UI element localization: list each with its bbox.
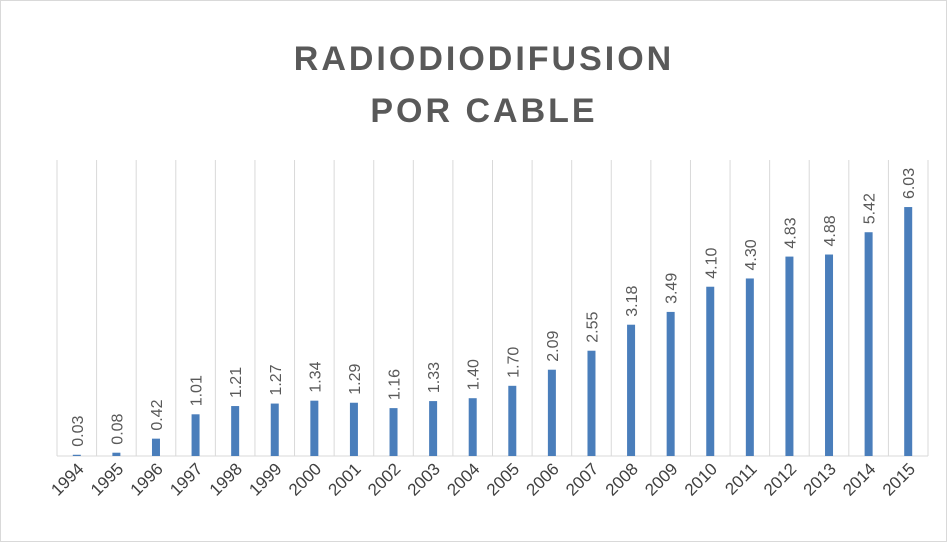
bar	[270, 403, 279, 456]
bar	[587, 350, 596, 456]
data-label: 1.16	[387, 369, 404, 400]
data-label: 1.29	[347, 363, 364, 394]
bar	[349, 402, 358, 456]
data-label: 4.10	[703, 247, 720, 278]
data-label: 4.83	[782, 217, 799, 248]
data-label: 1.21	[228, 367, 245, 398]
data-label: 4.88	[822, 215, 839, 246]
data-label: 3.49	[664, 273, 681, 304]
data-label: 5.42	[862, 193, 879, 224]
data-label: 0.08	[109, 413, 126, 444]
bar	[72, 454, 81, 456]
bar	[745, 278, 754, 456]
data-label: 0.42	[149, 399, 166, 430]
bar	[825, 254, 834, 456]
bar	[864, 232, 873, 456]
bar	[627, 324, 636, 456]
bar	[508, 385, 517, 456]
bar	[666, 311, 675, 456]
bar	[547, 369, 556, 456]
bar	[112, 452, 121, 456]
data-label: 6.03	[901, 168, 918, 199]
data-label: 1.70	[505, 347, 522, 378]
data-label: 1.27	[268, 364, 285, 395]
bar	[310, 400, 319, 456]
bar	[191, 414, 200, 456]
bar	[231, 406, 240, 456]
bar	[151, 438, 160, 456]
data-label: 2.55	[584, 311, 601, 342]
chart-title: RADIODIODIFUSION	[294, 40, 674, 78]
data-label: 1.01	[189, 375, 206, 406]
data-label: 1.34	[307, 361, 324, 392]
bar	[785, 256, 794, 456]
bar	[429, 401, 438, 456]
bar	[904, 207, 913, 456]
bar	[706, 286, 715, 456]
data-label: 1.40	[466, 359, 483, 390]
data-label: 0.03	[70, 416, 87, 447]
chart-title: POR CABLE	[370, 92, 597, 130]
data-label: 1.33	[426, 362, 443, 393]
bar	[389, 408, 398, 456]
bar	[468, 398, 477, 456]
data-label: 2.09	[545, 330, 562, 361]
data-label: 4.30	[743, 239, 760, 270]
data-label: 3.18	[624, 285, 641, 316]
